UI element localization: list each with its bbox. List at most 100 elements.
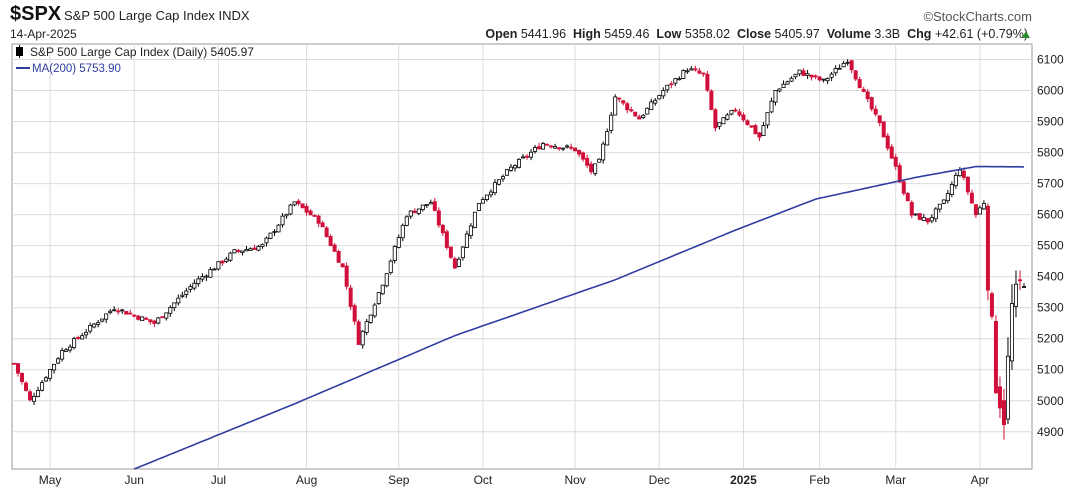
candle-body — [977, 207, 982, 215]
candle-body — [11, 362, 16, 365]
candle-body — [380, 284, 385, 295]
candle-body — [525, 155, 530, 158]
candle-body — [997, 386, 1002, 409]
candle-body — [128, 312, 133, 315]
candle-body — [881, 121, 886, 138]
candle-body — [304, 205, 309, 213]
candle-body — [24, 382, 29, 391]
candle-body — [180, 294, 185, 297]
candle-body — [937, 203, 942, 210]
candle-body — [561, 147, 566, 150]
candle-body — [332, 244, 337, 252]
legend-ma-label: MA(200) 5753.90 — [32, 63, 121, 75]
candle-body — [969, 192, 974, 204]
candle-body — [597, 158, 602, 163]
candle-body — [484, 194, 489, 200]
candle-body — [344, 265, 349, 287]
candle-body — [56, 358, 61, 364]
candle-body — [1022, 286, 1027, 289]
candle-body — [613, 96, 618, 116]
candle-body — [248, 248, 253, 251]
x-tick-label: 2025 — [730, 473, 757, 487]
y-tick-label: 6100 — [1037, 53, 1064, 67]
candle-body — [468, 225, 473, 237]
candle-body — [537, 146, 542, 150]
candlestick-series — [11, 59, 1027, 440]
open-value: 5441.96 — [520, 27, 567, 41]
candle-body — [496, 179, 501, 185]
candle-body — [549, 145, 554, 148]
candle-body — [500, 176, 505, 180]
candle-body — [653, 99, 658, 104]
candle-body — [845, 61, 850, 64]
candle-body — [989, 293, 994, 317]
candle-body — [328, 236, 333, 246]
candle-body — [444, 231, 449, 248]
candle-body — [420, 204, 425, 210]
candle-body — [348, 287, 353, 307]
y-tick-label: 5800 — [1037, 146, 1064, 160]
candle-body — [80, 335, 85, 340]
candle-body — [320, 222, 325, 228]
candle-body — [785, 81, 790, 85]
candle-body — [629, 109, 634, 112]
y-tick-label: 5000 — [1037, 394, 1064, 408]
candle-body — [392, 246, 397, 261]
candle-body — [957, 169, 962, 177]
candle-body — [689, 68, 694, 71]
candle-body — [160, 316, 165, 319]
y-tick-label: 5700 — [1037, 177, 1064, 191]
candle-body — [857, 79, 862, 89]
candle-body — [108, 310, 113, 314]
candle-body — [52, 363, 57, 371]
x-tick-label: Dec — [649, 473, 670, 487]
candle-body — [565, 145, 570, 148]
brand-logo: ©StockCharts.com — [923, 9, 1032, 24]
candle-body — [208, 269, 213, 278]
candle-body — [388, 260, 393, 273]
candle-body — [1001, 400, 1006, 426]
candle-body — [665, 84, 670, 91]
candle-body — [577, 149, 582, 155]
candle-body — [412, 210, 417, 214]
candle-body — [741, 114, 746, 121]
ohlc-readout: Open 5441.96 High 5459.46 Low 5358.02 Cl… — [485, 27, 1028, 41]
candle-body — [352, 305, 357, 322]
y-tick-label: 6000 — [1037, 84, 1064, 98]
low-label: Low — [656, 27, 682, 41]
candle-body — [837, 67, 842, 70]
candle-body — [873, 108, 878, 115]
candle-body — [508, 166, 513, 171]
candle-body — [761, 125, 766, 136]
candle-body — [917, 213, 922, 221]
candle-body — [517, 158, 522, 168]
candle-body — [581, 152, 586, 160]
candle-body — [893, 156, 898, 167]
candle-body — [685, 70, 690, 73]
candle-body — [945, 193, 950, 202]
index-name: S&P 500 Large Cap Index INDX — [64, 8, 250, 23]
y-axis-labels: 4900 5000 5100 5200 5300 5400 5500 5600 5700 5800… — [1037, 53, 1064, 439]
candle-body — [504, 169, 509, 176]
candle-body — [76, 337, 81, 339]
candle-body — [593, 163, 598, 174]
candle-body — [825, 78, 830, 82]
candle-body — [308, 210, 313, 216]
candle-body — [296, 200, 301, 204]
candle-body — [360, 330, 365, 346]
candle-body — [204, 275, 209, 278]
candle-body — [813, 75, 818, 78]
candle-body — [817, 76, 822, 81]
x-tick-label: Aug — [296, 473, 317, 487]
candle-body — [681, 70, 686, 79]
candle-body — [921, 217, 926, 221]
candle-body — [661, 90, 666, 97]
candle-body — [272, 230, 277, 233]
x-tick-label: Mar — [885, 473, 906, 487]
candle-body — [717, 122, 722, 127]
candle-body — [68, 346, 73, 351]
candle-body — [961, 170, 966, 178]
candle-body — [725, 114, 730, 120]
candle-body — [981, 203, 986, 210]
candle-body — [649, 101, 654, 111]
